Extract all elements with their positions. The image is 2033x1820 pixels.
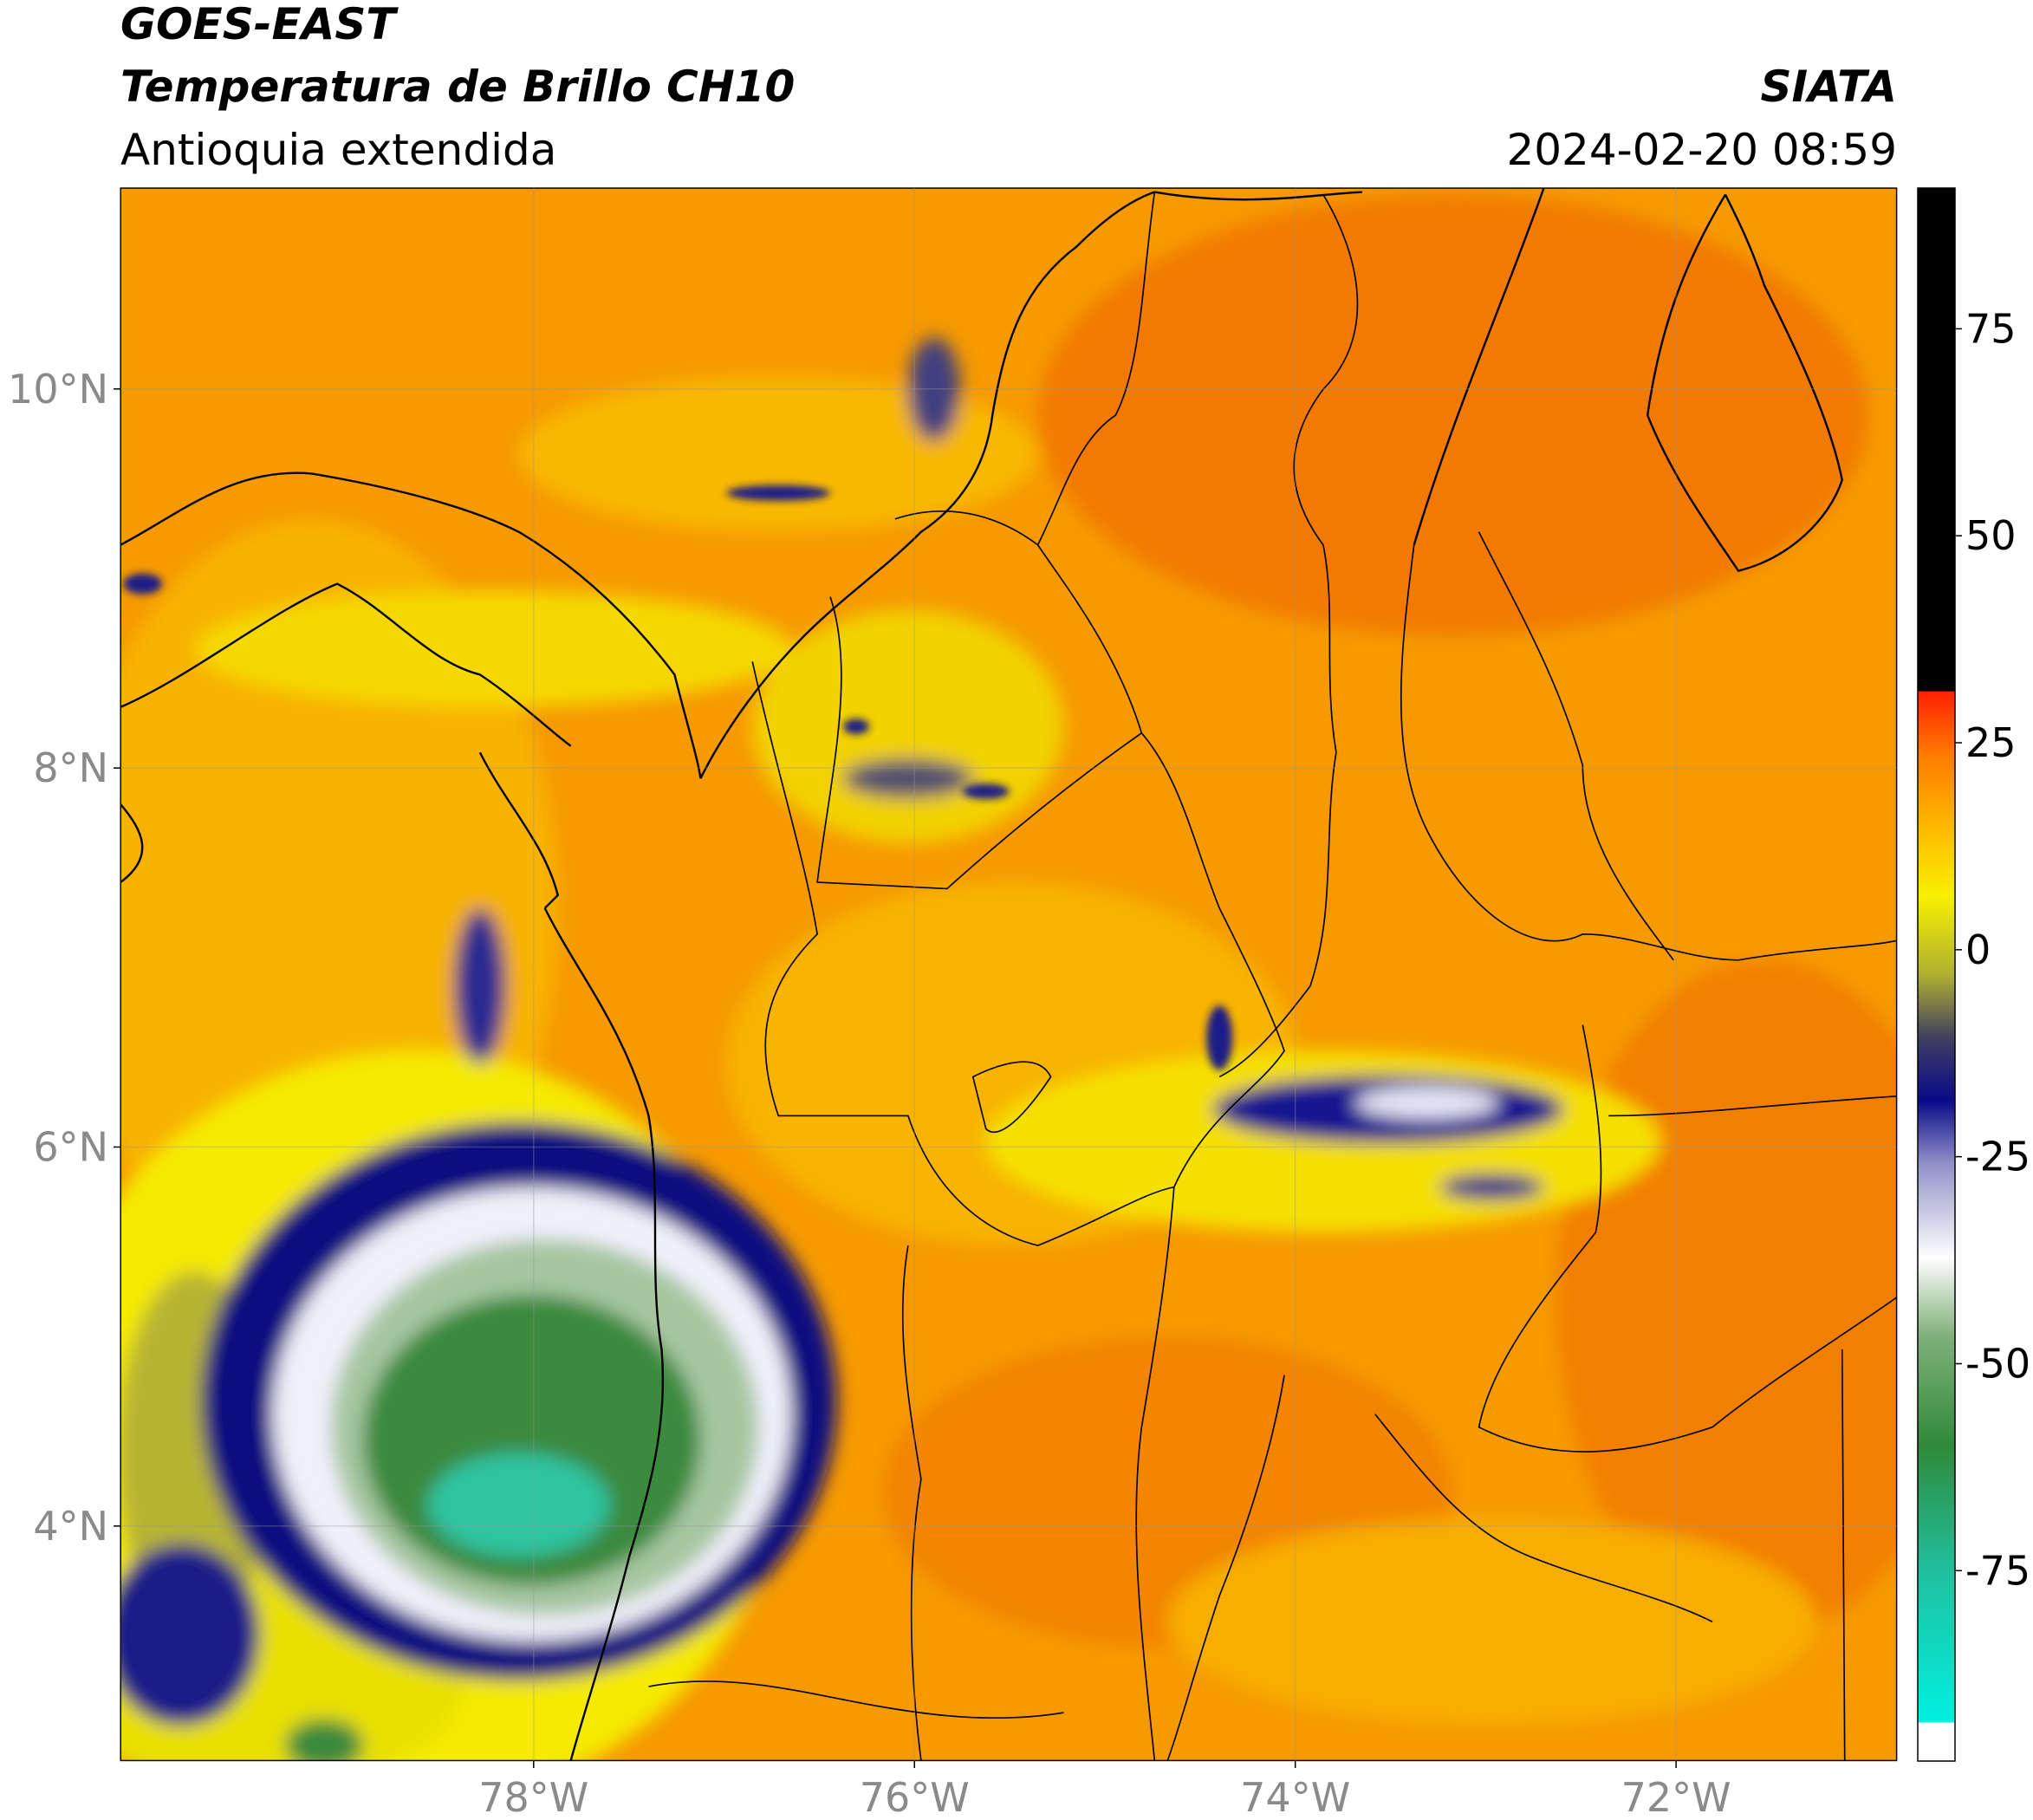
x-tick-label: 72°W xyxy=(1621,1774,1731,1820)
colorbar-tick-label: 25 xyxy=(1965,719,2017,766)
title: GOES-EAST xyxy=(120,0,399,49)
colorbar-tick-label: 50 xyxy=(1965,512,2017,559)
y-tick-label: 8°N xyxy=(33,744,108,791)
y-tick-label: 10°N xyxy=(8,366,108,413)
region: Antioquia extendida xyxy=(120,125,556,175)
source: SIATA xyxy=(1761,62,1897,112)
datetime: 2024-02-20 08:59 xyxy=(1506,125,1897,175)
x-tick-label: 78°W xyxy=(478,1774,588,1820)
x-tick-label: 74°W xyxy=(1240,1774,1350,1820)
colorbar xyxy=(1917,187,1956,1762)
colorbar-tick-label: -50 xyxy=(1965,1340,2030,1387)
colorbar-tick-label: -75 xyxy=(1965,1547,2030,1594)
map-frame xyxy=(120,187,1898,1762)
colorbar-tick-label: -25 xyxy=(1965,1134,2030,1180)
y-tick-label: 6°N xyxy=(33,1123,108,1170)
colorbar-tick-label: 75 xyxy=(1965,305,2017,352)
map-image xyxy=(120,187,1898,1762)
x-tick-label: 76°W xyxy=(860,1774,970,1820)
y-tick-label: 4°N xyxy=(33,1503,108,1550)
subtitle: Temperatura de Brillo CH10 xyxy=(120,62,795,112)
colorbar-tick-label: 0 xyxy=(1965,926,1991,973)
